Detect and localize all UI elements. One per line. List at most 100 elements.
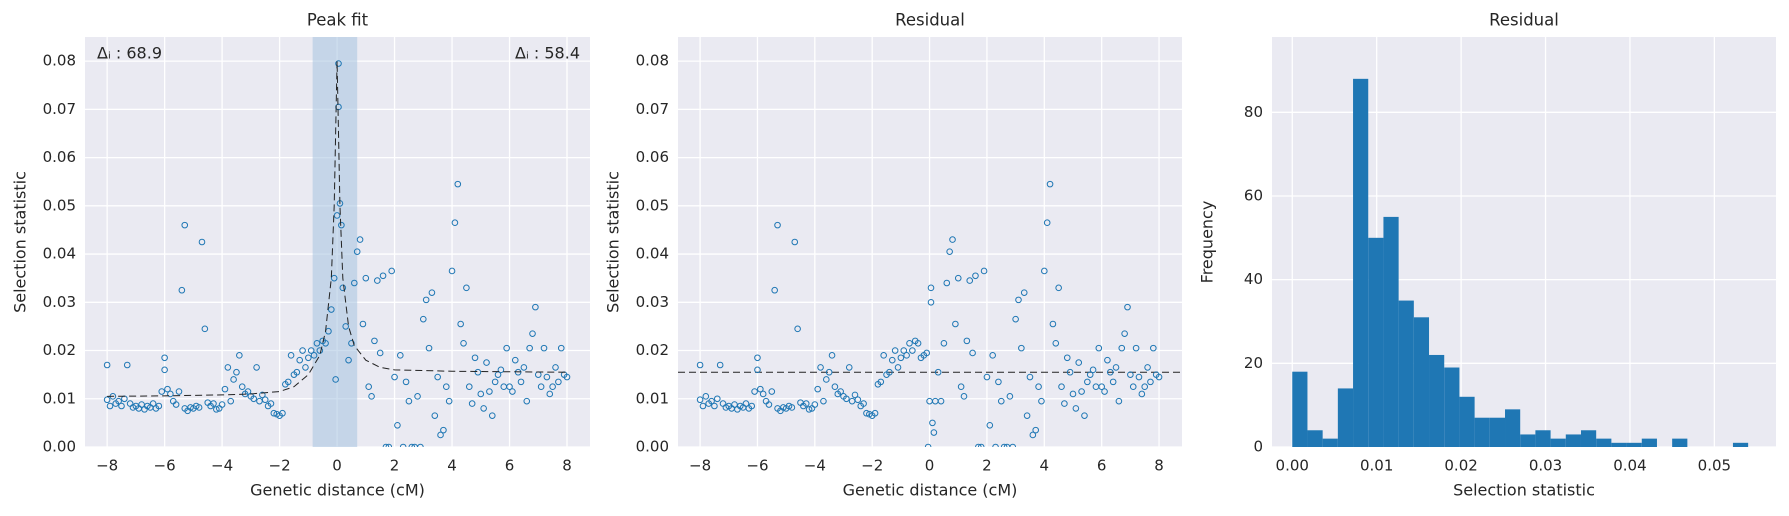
y-tick-label: 60 xyxy=(1244,186,1263,204)
data-point xyxy=(316,347,324,354)
data-point xyxy=(468,400,476,407)
data-point xyxy=(1032,426,1040,434)
data-point xyxy=(980,267,988,275)
histogram-bar xyxy=(1429,354,1445,447)
data-point xyxy=(233,368,240,376)
data-point xyxy=(172,401,180,408)
histogram-bar xyxy=(1398,300,1414,447)
data-point xyxy=(894,364,902,371)
data-point xyxy=(1086,371,1094,378)
data-point xyxy=(1084,378,1091,386)
data-point xyxy=(765,401,773,408)
histogram-bar xyxy=(1413,317,1430,447)
data-point xyxy=(934,368,942,376)
x-tick-label: 0.01 xyxy=(1360,457,1393,475)
data-point xyxy=(992,443,999,447)
data-point xyxy=(546,390,554,398)
data-point xyxy=(497,366,505,374)
data-point xyxy=(305,354,312,362)
data-point xyxy=(224,364,232,371)
data-point xyxy=(937,397,945,405)
y-axis-label: Selection statistic xyxy=(11,171,30,313)
y-tick-label: 0.08 xyxy=(636,52,669,70)
data-point xyxy=(969,349,976,357)
data-point xyxy=(1012,315,1019,323)
data-point xyxy=(359,320,367,328)
histogram-bar xyxy=(1322,438,1338,447)
data-point xyxy=(986,421,994,429)
data-point xyxy=(1000,443,1008,447)
data-point xyxy=(442,383,450,391)
data-point xyxy=(218,401,226,408)
plot-content xyxy=(103,37,571,447)
x-tick-label: −6 xyxy=(746,457,768,475)
data-point xyxy=(230,376,237,383)
data-point xyxy=(405,397,413,405)
x-tick-label: −6 xyxy=(154,457,176,475)
y-tick-label: 80 xyxy=(1244,103,1263,121)
data-point xyxy=(310,352,318,359)
data-point xyxy=(227,397,235,405)
y-tick-label: 20 xyxy=(1244,354,1263,372)
data-point xyxy=(537,383,545,391)
y-tick-label: 0.08 xyxy=(43,52,76,70)
y-tick-label: 0.07 xyxy=(43,100,76,118)
data-point xyxy=(313,339,321,347)
data-point xyxy=(543,373,551,381)
y-tick-label: 0 xyxy=(1253,438,1263,456)
data-point xyxy=(299,347,306,354)
y-tick-label: 0.04 xyxy=(43,245,76,263)
data-point xyxy=(261,396,269,404)
data-point xyxy=(267,400,275,407)
data-point xyxy=(1009,443,1017,447)
data-point xyxy=(1055,284,1062,292)
data-point xyxy=(103,396,111,404)
data-point xyxy=(708,397,715,405)
plot-area xyxy=(1272,37,1776,447)
data-point xyxy=(954,274,962,282)
data-point xyxy=(754,354,761,362)
data-point xyxy=(210,400,217,407)
data-point xyxy=(1124,303,1131,311)
histogram-bar xyxy=(1732,442,1749,447)
data-point xyxy=(328,306,335,313)
data-point xyxy=(477,390,485,398)
data-point xyxy=(903,352,910,359)
data-point xyxy=(1150,344,1157,352)
panel: −8 −6 −4 −2 0 2 4 6 8 0.00 0.01 0.02 0.03 0.04 0.05 0.0… xyxy=(604,11,1182,500)
x-tick-label: −8 xyxy=(96,457,118,475)
data-point xyxy=(845,364,853,371)
fit-curve xyxy=(107,61,568,397)
x-tick-label: 4 xyxy=(447,457,457,475)
data-point xyxy=(451,219,459,227)
panel: −8 −6 −4 −2 0 2 4 6 8 0.00 0.01 0.02 0.03 0.04 0.05 0.0… xyxy=(11,11,590,500)
data-point xyxy=(155,402,163,410)
x-tick-label: −8 xyxy=(689,457,711,475)
data-point xyxy=(713,395,721,403)
histogram-bar xyxy=(1611,442,1627,447)
data-point xyxy=(771,286,778,294)
data-point xyxy=(103,361,111,369)
data-point xyxy=(511,356,519,364)
data-point xyxy=(457,320,464,328)
data-point xyxy=(1106,368,1114,376)
data-point xyxy=(270,409,278,417)
x-tick-label: 6 xyxy=(505,457,515,475)
y-tick-label: 0.03 xyxy=(43,293,76,311)
data-point xyxy=(997,397,1005,405)
data-point xyxy=(414,393,421,400)
data-point xyxy=(851,391,859,399)
histogram-bar xyxy=(1489,417,1506,447)
data-point xyxy=(825,368,833,376)
y-axis-label: Selection statistic xyxy=(604,171,623,313)
data-point xyxy=(972,272,979,280)
data-point xyxy=(897,354,905,362)
data-point xyxy=(517,378,525,386)
data-point xyxy=(699,402,707,410)
data-point xyxy=(417,443,424,447)
data-point xyxy=(422,296,430,304)
data-point xyxy=(408,443,416,447)
data-point xyxy=(1089,366,1097,374)
histogram-bar xyxy=(1383,216,1399,447)
data-point xyxy=(332,376,339,383)
